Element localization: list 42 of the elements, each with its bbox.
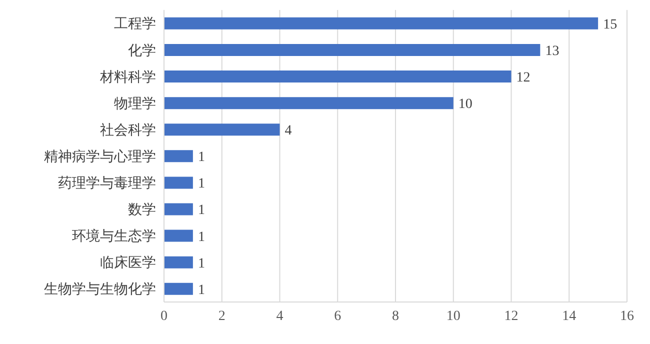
bar: [164, 230, 193, 242]
data-label: 15: [603, 17, 618, 32]
bar: [164, 282, 193, 295]
bar: [164, 70, 512, 83]
x-tick-label: 6: [334, 308, 342, 324]
y-tick-label: 社会科学: [100, 122, 156, 138]
bar: [164, 203, 193, 216]
x-tick-label: 14: [562, 308, 576, 324]
y-tick-label: 临床医学: [100, 255, 156, 272]
y-tick-label: 精神病学与心理学: [44, 148, 156, 165]
data-label: 1: [198, 256, 205, 272]
data-label: 12: [516, 70, 530, 86]
y-tick-label: 工程学: [114, 16, 156, 32]
bar: [164, 124, 280, 136]
y-tick-label: 材料科学: [99, 69, 156, 86]
data-label: 1: [198, 282, 205, 298]
bar: [164, 97, 454, 110]
data-label: 1: [198, 176, 205, 192]
bar: [164, 176, 193, 189]
x-tick-label: 16: [620, 308, 634, 324]
x-tick-label: 2: [218, 308, 226, 324]
y-tick-label: 环境与生态学: [72, 228, 156, 245]
data-label: 10: [458, 97, 472, 112]
bar: [164, 256, 193, 268]
y-tick-label: 药理学与毒理学: [58, 176, 156, 192]
x-tick-label: 8: [392, 308, 399, 324]
x-tick-label: 0: [160, 308, 168, 324]
x-tick-label: 10: [446, 308, 460, 324]
y-tick-label: 物理学: [114, 96, 156, 112]
x-tick-label: 12: [504, 308, 518, 324]
data-label: 13: [545, 44, 560, 59]
y-tick-label: 生物学与生物化学: [44, 282, 156, 298]
data-label: 1: [198, 150, 205, 166]
bar: [164, 17, 598, 30]
bar: [164, 150, 193, 162]
y-tick-label: 化学: [128, 42, 156, 59]
bar: [164, 44, 540, 56]
data-label: 1: [198, 230, 205, 245]
y-tick-label: 数学: [128, 202, 156, 218]
data-label: 4: [284, 124, 292, 139]
x-tick-label: 4: [276, 308, 284, 324]
data-label: 1: [198, 203, 205, 218]
